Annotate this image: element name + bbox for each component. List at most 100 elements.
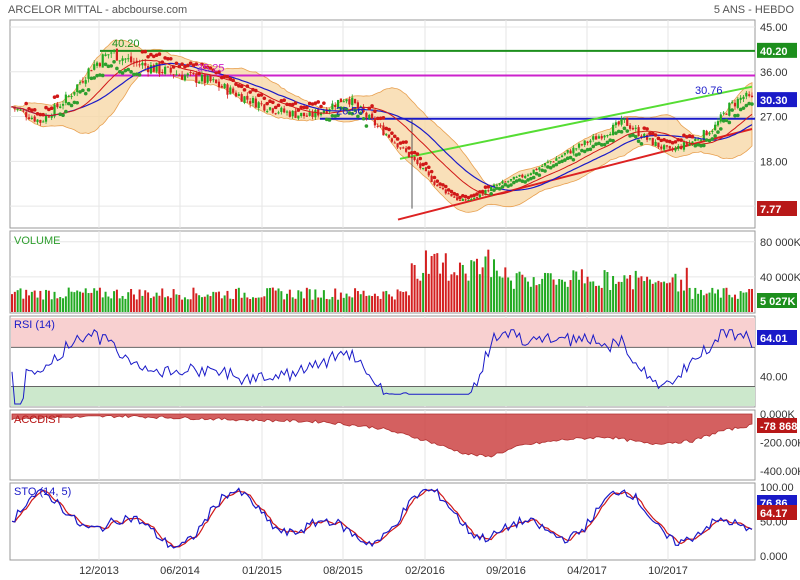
sar-dot — [120, 71, 125, 75]
sar-dot — [288, 102, 292, 107]
price-candle-body — [498, 183, 501, 185]
sar-dot — [75, 100, 80, 105]
volume-bar — [234, 288, 237, 312]
price-candle-body — [433, 181, 436, 185]
price-candle-body — [356, 102, 360, 108]
price-candle-body — [492, 184, 496, 187]
sar-dot — [534, 171, 539, 176]
price-candle-body — [532, 169, 535, 174]
volume-bar — [671, 277, 674, 312]
price-candle-body — [353, 99, 357, 104]
volume-bar — [33, 290, 36, 312]
sar-dot — [565, 156, 570, 161]
sar-dot — [324, 117, 329, 122]
sar-dot — [168, 56, 173, 61]
price-candle-body — [577, 143, 581, 148]
price-candle-body — [722, 112, 725, 114]
rsi-oversold-zone — [11, 386, 755, 406]
accdist-badge-bg — [757, 418, 797, 433]
price-candle-body — [260, 103, 263, 105]
rsi-badge-bg — [757, 330, 797, 345]
sar-dot — [32, 108, 37, 112]
sar-dot — [415, 152, 420, 156]
price-candle-body — [345, 99, 348, 102]
volume-bar — [501, 277, 504, 312]
sar-dot — [645, 127, 649, 131]
sar-dot — [540, 168, 544, 173]
price-candle-body — [518, 174, 521, 177]
sar-dot — [614, 131, 618, 135]
sar-dot — [736, 113, 740, 118]
price-candle-body — [495, 184, 498, 186]
price-candle-body — [158, 62, 161, 74]
volume-bar — [490, 277, 493, 312]
price-candle-body — [215, 79, 218, 84]
sar-dot — [285, 102, 289, 107]
price-candle-body — [487, 190, 490, 192]
sar-dot — [271, 100, 275, 105]
price-candle-body — [748, 94, 751, 96]
sar-dot — [140, 50, 145, 54]
sar-dot — [319, 104, 323, 109]
sar-dot — [407, 146, 411, 150]
sar-dot — [548, 165, 553, 170]
volume-bar — [518, 271, 521, 312]
sar-dot — [146, 54, 150, 59]
volume-bar — [45, 289, 48, 312]
volume-bar — [138, 289, 141, 312]
price-candle-body — [36, 119, 39, 123]
volume-bar — [731, 297, 734, 312]
volume-bar — [405, 291, 408, 312]
volume-bar — [172, 289, 175, 312]
volume-bar — [354, 288, 357, 312]
volume-bar — [566, 286, 569, 312]
price-candle-body — [563, 152, 566, 155]
sar-dot — [696, 142, 700, 147]
volume-bar — [629, 275, 632, 312]
sar-dot — [245, 84, 250, 88]
volume-bar — [291, 297, 294, 312]
sar-dot — [174, 61, 179, 66]
sar-dot — [662, 137, 666, 142]
sar-dot — [449, 189, 454, 194]
price-candle-body — [132, 61, 136, 63]
volume-bar — [28, 295, 31, 312]
volume-bar — [36, 297, 39, 312]
volume-bar — [680, 279, 683, 312]
volume-bar — [668, 282, 671, 312]
sar-dot — [404, 140, 408, 144]
price-candle-body — [569, 150, 572, 154]
volume-bar — [274, 290, 277, 312]
volume-bar — [359, 294, 362, 312]
sar-dot — [514, 179, 519, 183]
volume-bar — [532, 277, 535, 312]
volume-bar — [64, 296, 67, 312]
sar-dot — [129, 70, 133, 74]
sar-dot — [580, 148, 584, 153]
sar-dot — [299, 105, 303, 110]
volume-bar — [515, 273, 518, 312]
rsi-plot — [11, 318, 755, 406]
volume-bar — [42, 299, 45, 312]
price-candle-body — [385, 134, 388, 136]
volume-bar — [458, 262, 461, 312]
sar-dot — [503, 182, 508, 187]
price-candle-body — [688, 142, 691, 146]
volume-bar — [67, 287, 70, 312]
price-candle-body — [183, 75, 187, 81]
price-candle-body — [226, 84, 229, 95]
volume-bar — [135, 299, 138, 312]
volume-bar — [657, 280, 660, 312]
volume-bar — [722, 288, 725, 312]
volume-bar — [612, 275, 615, 312]
sar-dot — [220, 75, 224, 80]
volume-bar — [589, 281, 592, 312]
rsi-label: RSI (14) — [14, 319, 55, 331]
volume-bar — [322, 290, 325, 312]
sar-dot — [480, 189, 485, 194]
sar-dot — [458, 195, 462, 200]
volume-bar — [166, 296, 169, 312]
volume-bar — [152, 296, 155, 312]
price-candle-body — [393, 142, 396, 144]
